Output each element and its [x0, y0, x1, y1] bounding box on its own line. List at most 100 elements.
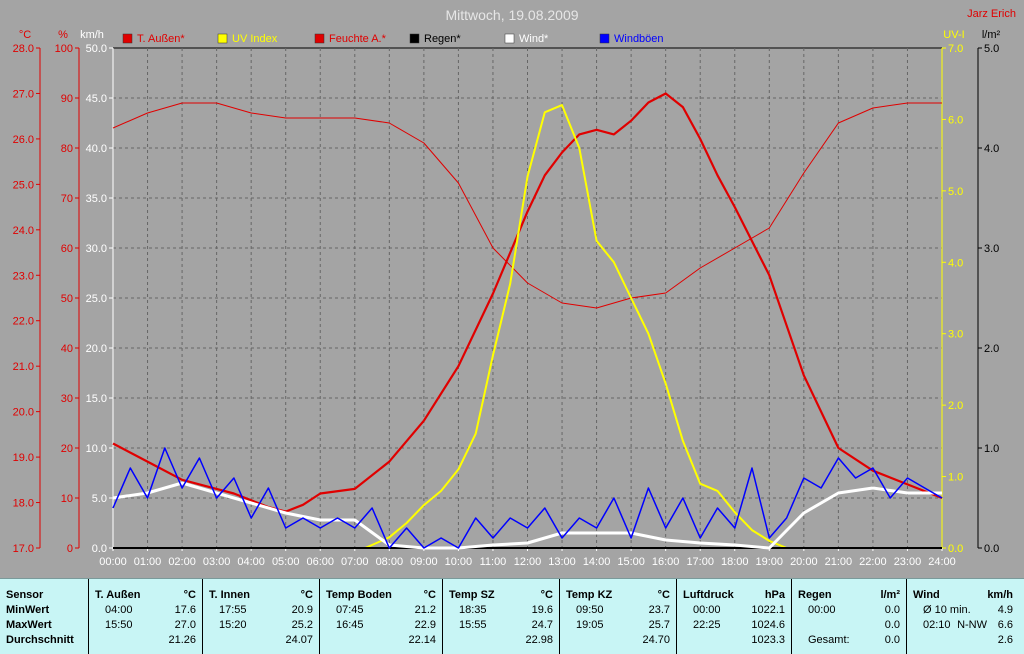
stats-row: 24.07	[209, 633, 313, 648]
stats-row: Wind km/h	[913, 588, 1013, 603]
stats-column: T. Außen °C 04:00 17.6 15:50 27.0 21.26	[89, 579, 203, 654]
tick-label-temp: 17.0	[13, 543, 34, 555]
stats-row: Gesamt: 0.0	[798, 633, 900, 648]
stats-row: 24.70	[566, 633, 670, 648]
stats-cell-value: 0.0	[884, 604, 900, 616]
tick-label-temp: 20.0	[13, 407, 34, 419]
stats-cell-label: 04:00	[105, 604, 133, 616]
tick-label-hum: 50	[61, 293, 73, 305]
series-line	[112, 447, 943, 549]
tick-label-wind: 30.0	[86, 243, 107, 255]
x-tick-label: 17:00	[686, 556, 714, 568]
axes: 17.0 18.0 19.0 20.0 21.0 22.0 23.0 24.0 25.0 26.0…	[13, 43, 1000, 568]
stats-cell-value: 27.0	[174, 619, 196, 631]
stats-row: Temp SZ °C	[449, 588, 553, 603]
stats-cell-label: Luftdruck	[683, 589, 734, 601]
x-tick-label: 04:00	[237, 556, 265, 568]
tick-label-uv: 1.0	[948, 472, 963, 484]
unit-uv: UV-I	[943, 29, 964, 41]
stats-cell-label: 16:45	[336, 619, 364, 631]
stats-cell-label: 18:35	[459, 604, 487, 616]
legend-label: Feuchte A.*	[329, 33, 387, 45]
stats-row: Ø 10 min. 4.9	[913, 603, 1013, 618]
stats-cell-value: 17.6	[174, 604, 196, 616]
tick-label-wind: 10.0	[86, 443, 107, 455]
tick-label-uv: 5.0	[948, 186, 963, 198]
tick-label-temp: 19.0	[13, 452, 34, 464]
stats-row: 0.0	[798, 618, 900, 633]
stats-row: 2.6	[913, 633, 1013, 648]
stats-cell-value: 22.9	[414, 619, 436, 631]
stats-row: 17:55 20.9	[209, 603, 313, 618]
legend-label: Regen*	[424, 33, 461, 45]
tick-label-temp: 28.0	[13, 43, 34, 55]
stats-row: 00:00 1022.1	[683, 603, 785, 618]
stats-row: Regen l/m²	[798, 588, 900, 603]
x-tick-label: 05:00	[272, 556, 300, 568]
stats-row: T. Außen °C	[95, 588, 196, 603]
tick-label-hum: 20	[61, 443, 73, 455]
stats-row: 04:00 17.6	[95, 603, 196, 618]
stats-cell-label: 00:00	[693, 604, 721, 616]
stats-cell-value: 0.0	[884, 619, 900, 631]
stats-row: Temp KZ °C	[566, 588, 670, 603]
tick-label-rain: 0.0	[984, 543, 999, 555]
stats-row: 02:10 N-NW 6.6	[913, 618, 1013, 633]
stats-column: Temp SZ °C 18:35 19.6 15:55 24.7 22.98	[443, 579, 560, 654]
x-tick-label: 03:00	[203, 556, 231, 568]
tick-label-rain: 4.0	[984, 143, 999, 155]
stats-cell-value: km/h	[987, 589, 1013, 601]
tick-label-wind: 5.0	[92, 493, 107, 505]
stats-cell-value: 4.9	[997, 604, 1013, 616]
stats-cell-label: 15:20	[219, 619, 247, 631]
stats-cell-label: 19:05	[576, 619, 604, 631]
x-tick-label: 01:00	[134, 556, 162, 568]
x-tick-label: 22:00	[859, 556, 887, 568]
stats-cell-value: 1023.3	[751, 634, 785, 646]
stats-cell-label: 07:45	[336, 604, 364, 616]
stats-column: Wind km/h Ø 10 min. 4.9 02:10 N-NW 6.6 2.6	[907, 579, 1019, 654]
tick-label-hum: 100	[55, 43, 73, 55]
stats-cell-label: Ø 10 min.	[923, 604, 971, 616]
stats-cell-value: 24.70	[642, 634, 670, 646]
stats-row: 00:00 0.0	[798, 603, 900, 618]
stats-cell-value: 24.7	[531, 619, 553, 631]
stats-cell-label: Temp KZ	[566, 589, 613, 601]
x-tick-label: 16:00	[652, 556, 680, 568]
stats-cell-label: 15:55	[459, 619, 487, 631]
stats-row: Luftdruck hPa	[683, 588, 785, 603]
stats-row: 21.26	[95, 633, 196, 648]
stats-cell-label: 00:00	[808, 604, 836, 616]
series-line	[112, 102, 942, 309]
author-label: Jarz Erich	[967, 8, 1016, 20]
tick-label-temp: 27.0	[13, 88, 34, 100]
grid	[113, 48, 942, 548]
tick-label-hum: 60	[61, 243, 73, 255]
tick-label-wind: 35.0	[86, 193, 107, 205]
legend-label: UV Index	[232, 33, 278, 45]
stats-row: 22:25 1024.6	[683, 618, 785, 633]
x-tick-label: 09:00	[410, 556, 438, 568]
tick-label-hum: 0	[67, 543, 73, 555]
series-layer	[112, 92, 943, 550]
stats-cell-label: Regen	[798, 589, 832, 601]
tick-label-wind: 20.0	[86, 343, 107, 355]
tick-label-rain: 3.0	[984, 243, 999, 255]
stats-row: 22.98	[449, 633, 553, 648]
tick-label-temp: 24.0	[13, 225, 34, 237]
tick-label-uv: 2.0	[948, 400, 963, 412]
stats-cell-label: T. Innen	[209, 589, 250, 601]
stats-row: 1023.3	[683, 633, 785, 648]
stats-cell-label: 22:25	[693, 619, 721, 631]
tick-label-rain: 1.0	[984, 443, 999, 455]
stats-cell-value: 1022.1	[751, 604, 785, 616]
tick-label-temp: 26.0	[13, 134, 34, 146]
stats-cell-value: 20.9	[291, 604, 313, 616]
stats-row: 15:20 25.2	[209, 618, 313, 633]
tick-label-temp: 22.0	[13, 316, 34, 328]
unit-rain: l/m²	[982, 29, 1001, 41]
stats-row: T. Innen °C	[209, 588, 313, 603]
stats-cell-label: T. Außen	[95, 589, 141, 601]
stats-cell-label: 02:10	[923, 619, 951, 631]
tick-label-wind: 40.0	[86, 143, 107, 155]
